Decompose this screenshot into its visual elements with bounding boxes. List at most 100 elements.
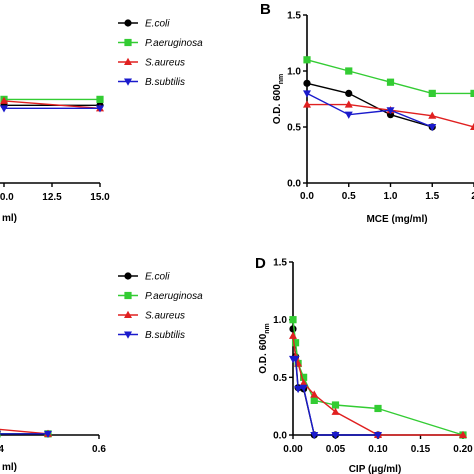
- series-line-b-subtilis: [0, 433, 48, 435]
- legend-label-s-aureus: S.aureus: [145, 311, 185, 322]
- data-point-s-aureus: [289, 331, 297, 339]
- x-tick-label: 0.15: [411, 444, 431, 455]
- data-point-e-coli: [345, 89, 353, 97]
- data-point-b-subtilis: [291, 355, 300, 364]
- data-point-p-aeruginosa: [300, 373, 308, 381]
- y-axis-label-unit: nm: [264, 323, 271, 334]
- data-point-b-subtilis: [331, 432, 340, 440]
- x-tick-label: 0.10: [368, 444, 388, 455]
- data-point-b-subtilis: [374, 432, 382, 440]
- legend-label-b-subtilis: B.subtilis: [145, 330, 185, 341]
- series-line-s-aureus: [0, 428, 49, 435]
- data-point-b-subtilis: [44, 430, 52, 439]
- legend-marker-s-aureus: [124, 310, 132, 318]
- y-tick-label: 0.0: [273, 431, 287, 442]
- y-tick-label: 0.5: [287, 123, 301, 134]
- series-line-p-aeruginosa: [292, 319, 464, 436]
- series-line-s-aureus: [3, 100, 101, 109]
- data-point-s-aureus: [0, 96, 8, 104]
- y-tick-label: 0.5: [273, 373, 287, 384]
- data-point-b-subtilis: [428, 124, 437, 132]
- data-point-p-aeruginosa: [374, 404, 382, 413]
- legend-label-p-aeruginosa: P.aeruginosa: [145, 291, 203, 302]
- data-point-b-subtilis: [303, 90, 311, 98]
- legend-label-e-coli: E.coli: [145, 272, 170, 283]
- data-point-s-aureus: [428, 111, 437, 119]
- data-point-b-subtilis: [344, 111, 353, 119]
- legend-marker-p-aeruginosa: [124, 291, 132, 300]
- data-point-s-aureus: [310, 390, 319, 398]
- data-point-e-coli: [289, 325, 297, 333]
- legend-label-p-aeruginosa: P.aeruginosa: [145, 38, 203, 49]
- data-point-p-aeruginosa: [470, 89, 474, 97]
- x-axis-label: CIP (μg/ml): [349, 464, 402, 474]
- data-point-s-aureus: [303, 100, 311, 108]
- x-tick-label: 0.00: [283, 444, 303, 455]
- y-axis-label-main: O.D. 600: [258, 333, 269, 373]
- data-point-s-aureus: [344, 100, 353, 108]
- legend-label-b-subtilis: B.subtilis: [145, 77, 185, 88]
- y-axis-label-main: O.D. 600: [272, 84, 283, 124]
- legend-label-e-coli: E.coli: [145, 19, 170, 30]
- data-point-b-subtilis: [310, 432, 319, 440]
- series-line-p-aeruginosa: [306, 59, 474, 95]
- panel-letter: D: [255, 255, 266, 272]
- panel-letter: B: [260, 1, 271, 18]
- series-line-b-subtilis: [306, 92, 433, 128]
- x-axis-label: ml): [2, 462, 17, 473]
- panel-a: 10.0 12.5 15.0 ml): [0, 95, 110, 224]
- legend-marker-p-aeruginosa: [124, 38, 132, 47]
- x-tick-label: 2: [471, 191, 474, 202]
- x-tick-label: 1.0: [384, 191, 398, 202]
- legend-marker-s-aureus: [124, 57, 132, 65]
- x-tick-label: 0.20: [453, 444, 473, 455]
- data-point-e-coli: [303, 79, 311, 87]
- data-point-p-aeruginosa: [310, 396, 318, 404]
- x-tick-label: 1.5: [425, 191, 439, 202]
- data-point-p-aeruginosa: [303, 56, 311, 64]
- x-tick-label: 10.0: [0, 192, 14, 203]
- data-point-p-aeruginosa: [428, 89, 436, 97]
- y-tick-label: 1.0: [287, 67, 301, 78]
- y-axis-label: O.D. 600nm: [258, 323, 271, 374]
- y-tick-label: 1.5: [273, 258, 287, 269]
- x-tick-label: 0.6: [92, 444, 106, 455]
- data-point-b-subtilis: [0, 105, 8, 113]
- data-point-p-aeruginosa: [289, 316, 297, 324]
- x-tick-label: 0.05: [326, 444, 346, 455]
- data-point-b-subtilis: [0, 430, 1, 433]
- y-tick-label: 0.0: [287, 179, 301, 190]
- panel-d: 0.0 0.5 1.0 1.5 O.D. 600nm D 0.00 0.05 0.10 0.15 0…: [255, 255, 473, 474]
- legend-marker-e-coli: [124, 19, 132, 27]
- y-tick-label: 1.0: [273, 315, 287, 326]
- data-point-p-aeruginosa: [96, 95, 104, 103]
- series-line-b-subtilis: [293, 358, 378, 436]
- y-tick-label: 1.5: [287, 11, 301, 22]
- x-tick-label: 12.5: [42, 192, 62, 203]
- legend-marker-e-coli: [124, 272, 132, 280]
- legend-marker-b-subtilis: [124, 331, 132, 339]
- legend-bottom: E.coli P.aeruginosa S.aureus B.subtilis: [118, 272, 203, 341]
- legend-marker-b-subtilis: [124, 78, 132, 86]
- y-axis-label: O.D. 600nm: [272, 74, 285, 125]
- x-tick-label: 0.4: [0, 444, 4, 455]
- data-point-p-aeruginosa: [331, 401, 340, 409]
- data-point-s-aureus: [470, 122, 474, 130]
- legend-top: E.coli P.aeruginosa S.aureus B.subtilis: [118, 19, 203, 88]
- data-point-b-subtilis: [299, 384, 308, 392]
- data-point-s-aureus: [331, 407, 340, 415]
- x-tick-label: 0.0: [300, 191, 314, 202]
- data-point-b-subtilis: [386, 107, 395, 115]
- panel-c: 0.4 0.6 ml): [0, 428, 106, 473]
- data-point-b-subtilis: [96, 105, 104, 113]
- x-axis-label: ml): [2, 213, 17, 224]
- data-point-b-subtilis: [294, 385, 303, 394]
- series-line-e-coli: [306, 82, 433, 128]
- legend-label-s-aureus: S.aureus: [145, 58, 185, 69]
- data-point-s-aureus: [459, 430, 467, 438]
- y-axis-label-unit: nm: [278, 74, 285, 85]
- x-axis-label: MCE (mg/ml): [366, 214, 427, 225]
- data-point-s-aureus: [299, 378, 308, 387]
- panel-b: 0.0 0.5 1.0 1.5 O.D. 600nm B 0.0 0.5 1.0 1.5 2 MCE …: [260, 1, 474, 225]
